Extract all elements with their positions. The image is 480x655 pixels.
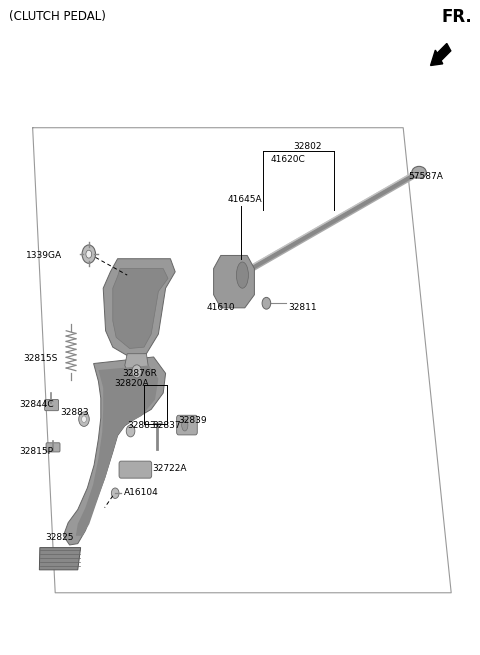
Polygon shape [63, 357, 166, 545]
FancyArrow shape [431, 43, 451, 66]
Circle shape [79, 412, 89, 426]
Text: 32837: 32837 [153, 421, 181, 430]
Text: 41610: 41610 [206, 303, 235, 312]
Text: 41620C: 41620C [271, 155, 305, 164]
Circle shape [86, 250, 92, 258]
FancyBboxPatch shape [177, 415, 197, 435]
Text: FR.: FR. [442, 8, 472, 26]
Circle shape [126, 425, 135, 437]
Text: 57587A: 57587A [408, 172, 443, 181]
Polygon shape [39, 548, 81, 570]
Polygon shape [214, 255, 254, 308]
Text: 32811: 32811 [288, 303, 317, 312]
Circle shape [82, 416, 86, 422]
Text: 41645A: 41645A [228, 195, 263, 204]
Polygon shape [103, 259, 175, 357]
Circle shape [132, 365, 142, 378]
Text: 32839: 32839 [179, 416, 207, 425]
Text: A16104: A16104 [124, 488, 158, 497]
Text: 32876R: 32876R [122, 369, 157, 378]
Ellipse shape [181, 419, 188, 431]
FancyBboxPatch shape [46, 443, 60, 452]
FancyBboxPatch shape [45, 400, 59, 411]
Text: 1339GA: 1339GA [26, 251, 62, 260]
Text: 32825: 32825 [46, 533, 74, 542]
Text: 32815P: 32815P [19, 447, 53, 457]
Circle shape [111, 488, 119, 498]
FancyBboxPatch shape [119, 461, 152, 478]
Ellipse shape [412, 166, 426, 178]
Text: (CLUTCH PEDAL): (CLUTCH PEDAL) [9, 10, 106, 23]
Text: 32883: 32883 [127, 421, 156, 430]
Circle shape [262, 297, 271, 309]
Polygon shape [76, 365, 158, 536]
Text: 32815S: 32815S [23, 354, 58, 364]
Text: 32802: 32802 [293, 141, 322, 151]
Ellipse shape [236, 262, 249, 288]
Text: 32820A: 32820A [114, 379, 149, 388]
Polygon shape [125, 354, 149, 380]
Text: 32883: 32883 [60, 408, 89, 417]
Circle shape [82, 245, 96, 263]
Polygon shape [113, 269, 168, 348]
Text: 32844C: 32844C [19, 400, 54, 409]
Text: 32722A: 32722A [153, 464, 187, 474]
